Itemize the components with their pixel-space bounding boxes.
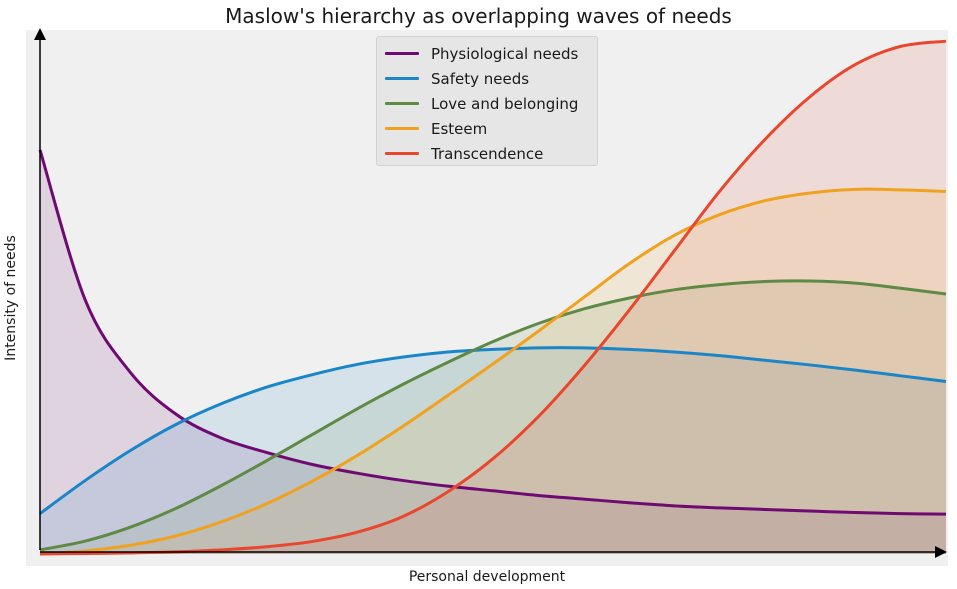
legend-swatch: [385, 52, 419, 55]
legend-label: Safety needs: [431, 69, 530, 88]
area-love-and-belonging: [40, 280, 946, 554]
line-esteem: [39, 187, 947, 556]
line-physiological-needs: [38, 149, 947, 516]
legend-item-love-and-belonging: Love and belonging: [377, 91, 597, 116]
legend-label: Transcendence: [431, 144, 544, 163]
area-transcendence: [40, 41, 946, 555]
legend-swatch: [385, 127, 419, 130]
legend-item-physiological-needs: Physiological needs: [377, 41, 597, 66]
legend-item-safety-needs: Safety needs: [377, 66, 597, 91]
area-esteem: [40, 189, 946, 555]
chart-title: Maslow's hierarchy as overlapping waves …: [225, 4, 732, 28]
y-axis-label: Intensity of needs: [3, 235, 19, 361]
line-love-and-belonging: [39, 279, 947, 552]
chart-legend: Physiological needs Safety needs Love and …: [376, 36, 598, 166]
legend-swatch: [385, 102, 419, 105]
legend-swatch: [385, 152, 419, 155]
legend-label: Physiological needs: [431, 44, 579, 63]
y-axis-arrow: [34, 28, 46, 40]
x-axis-label: Personal development: [408, 569, 566, 585]
legend-swatch: [385, 77, 419, 80]
legend-label: Esteem: [431, 119, 488, 138]
legend-label: Love and belonging: [431, 94, 579, 113]
series-lines: [38, 39, 947, 556]
x-axis-arrow: [935, 546, 947, 558]
legend-item-transcendence: Transcendence: [377, 141, 597, 166]
line-safety-needs: [39, 346, 947, 515]
legend-item-esteem: Esteem: [377, 116, 597, 141]
line-transcendence: [39, 39, 947, 556]
